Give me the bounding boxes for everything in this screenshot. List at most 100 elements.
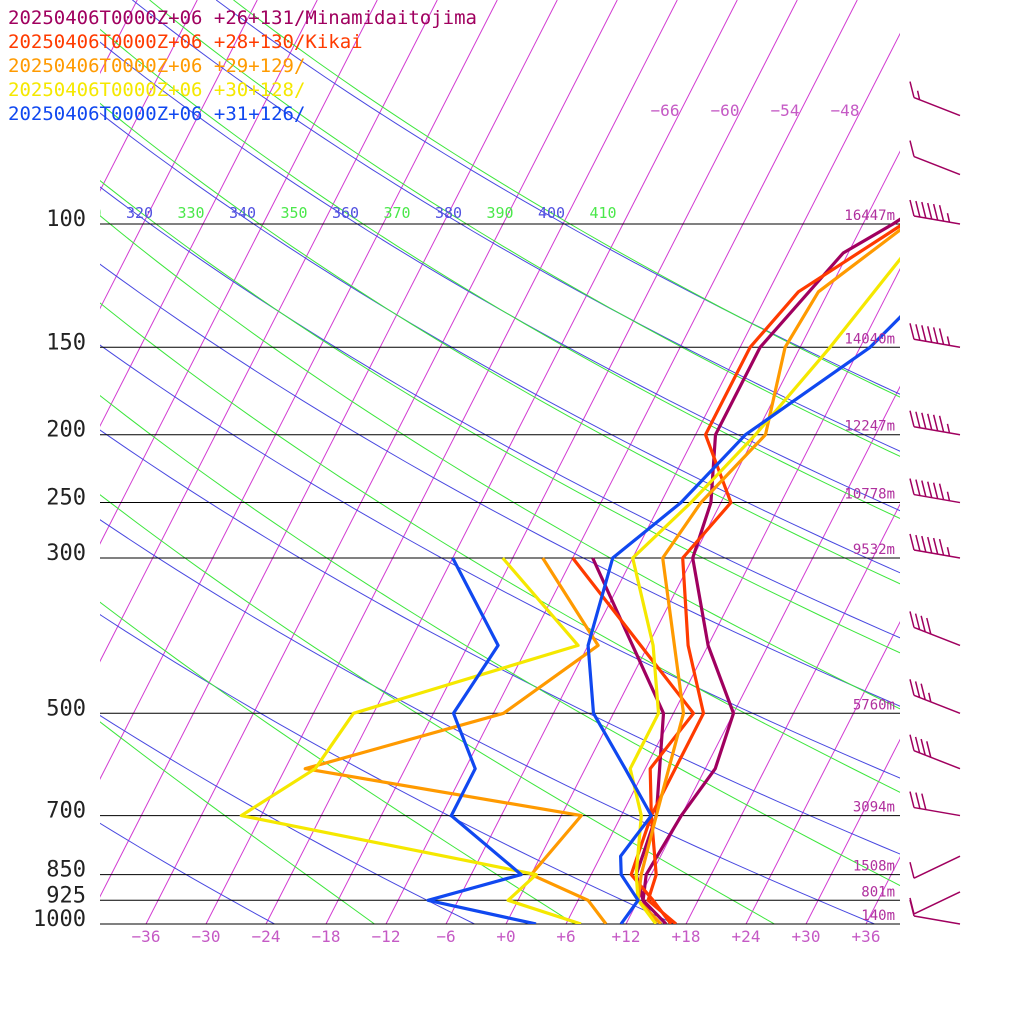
wind-barb (909, 679, 961, 714)
pressure-tick-label: 200 (46, 418, 86, 443)
temperature-tick-label: +18 (672, 927, 701, 946)
dry-adiabat-line (100, 822, 275, 924)
isotherm-line (100, 0, 558, 898)
dry-adiabat-line (100, 714, 475, 924)
moist-adiabat-line (100, 601, 575, 924)
theta-label: 390 (486, 204, 513, 222)
pressure-tick-label: 850 (46, 858, 86, 883)
isotherm-line (865, 856, 900, 924)
moist-adiabat-line (100, 302, 900, 793)
wind-barb (909, 791, 961, 817)
isotherm-line (385, 0, 858, 924)
height-label: 9532m (853, 542, 895, 558)
temperature-tick-label: +24 (732, 927, 761, 946)
temperature-profile-2 (636, 228, 900, 924)
isotherm-line (265, 0, 738, 924)
temperature-tick-label: −12 (372, 927, 401, 946)
pressure-tick-label: 250 (46, 486, 86, 511)
upper-temperature-label: −60 (711, 101, 740, 120)
theta-label: 340 (229, 204, 256, 222)
isotherm-line (745, 620, 900, 924)
isotherm-line (986, 0, 1024, 924)
isotherm-line (445, 32, 900, 924)
pressure-tick-label: 500 (46, 696, 86, 721)
isotherm-line (205, 0, 678, 924)
dewpoint-profile-4 (426, 557, 537, 924)
height-label: 1508m (853, 859, 895, 875)
dry-adiabat-line (132, 0, 900, 452)
moist-adiabat-line (100, 721, 375, 924)
wind-barb (909, 81, 961, 117)
wind-barb (909, 891, 961, 915)
wind-barb (909, 611, 961, 647)
isotherm-line (805, 738, 900, 924)
wind-barb (909, 855, 961, 879)
temperature-tick-label: +0 (496, 927, 515, 946)
theta-label: 380 (435, 204, 462, 222)
theta-label: 400 (538, 204, 565, 222)
dry-adiabat-line (100, 41, 900, 512)
moist-adiabat-lines (100, 0, 900, 924)
temperature-profile-1 (646, 224, 900, 924)
pressure-tick-label: 300 (46, 541, 86, 566)
temperature-tick-label: −24 (252, 927, 281, 946)
temperature-tick-label: −6 (436, 927, 455, 946)
axis-labels: 100 16447m 150 14040m 200 12247m 250 10778m 300 9… (33, 101, 895, 946)
temperature-tick-label: −18 (312, 927, 341, 946)
dry-adiabat-line (100, 429, 900, 855)
dry-adiabat-line (100, 263, 900, 707)
temperature-tick-label: +12 (612, 927, 641, 946)
moist-adiabat-line (100, 28, 900, 520)
theta-label: 350 (280, 204, 307, 222)
height-label: 5760m (853, 697, 895, 713)
dry-adiabat-line (100, 519, 875, 924)
legend-entry-minamidaitojima: 20250406T0000Z+06 +26+131/Minamidaitojim… (8, 7, 477, 29)
wind-barb (909, 199, 961, 225)
chart-legend: 20250406T0000Z+06 +26+131/Minamidaitojim… (8, 6, 477, 126)
legend-entry-29n-129e: 20250406T0000Z+06 +29+129/ (8, 55, 306, 77)
isotherm-line (0, 0, 17, 924)
dry-adiabat-line (100, 614, 675, 924)
wind-barb (909, 734, 961, 770)
theta-label: 410 (589, 204, 616, 222)
temperature-profile-0 (641, 217, 900, 924)
dewpoint-profile-3 (239, 556, 582, 924)
upper-temperature-label: −66 (651, 101, 680, 120)
pressure-tick-label: 925 (46, 883, 86, 908)
wind-barb (909, 899, 961, 925)
wind-barb (909, 323, 961, 349)
wind-barb (909, 533, 961, 559)
upper-temperature-label: −54 (771, 101, 800, 120)
height-label: 3094m (853, 800, 895, 816)
isotherm-line (100, 0, 138, 75)
temperature-tick-label: +30 (792, 927, 821, 946)
dry-adiabat-lines (100, 0, 900, 924)
isotherm-line (325, 0, 798, 924)
sounding-profiles (239, 217, 900, 924)
height-label: 14040m (844, 331, 895, 347)
theta-label: 360 (332, 204, 359, 222)
moist-adiabat-line (100, 394, 900, 887)
pressure-tick-label: 100 (46, 207, 86, 232)
legend-entry-31n-126e: 20250406T0000Z+06 +31+126/ (8, 103, 306, 125)
wind-barb-column (909, 81, 961, 925)
pressure-tick-label: 150 (46, 330, 86, 355)
isotherm-line (145, 0, 618, 924)
theta-label: 330 (177, 204, 204, 222)
isotherm-lines (0, 0, 1024, 924)
moist-adiabat-line (100, 494, 775, 924)
temperature-tick-label: −36 (132, 927, 161, 946)
temperature-tick-label: +36 (852, 927, 881, 946)
dry-adiabat-line (100, 344, 900, 779)
pressure-tick-label: 700 (46, 799, 86, 824)
isotherm-line (565, 267, 900, 924)
isotherm-line (100, 0, 378, 545)
isotherm-line (926, 0, 1024, 924)
dewpoint-profile-0 (591, 557, 666, 924)
moist-adiabat-line (233, 0, 900, 398)
height-label: 16447m (844, 208, 895, 224)
theta-label: 310 (74, 204, 101, 222)
dewpoint-profile-2 (303, 557, 608, 924)
height-label: 10778m (844, 487, 895, 503)
temperature-profile-3 (628, 256, 900, 924)
